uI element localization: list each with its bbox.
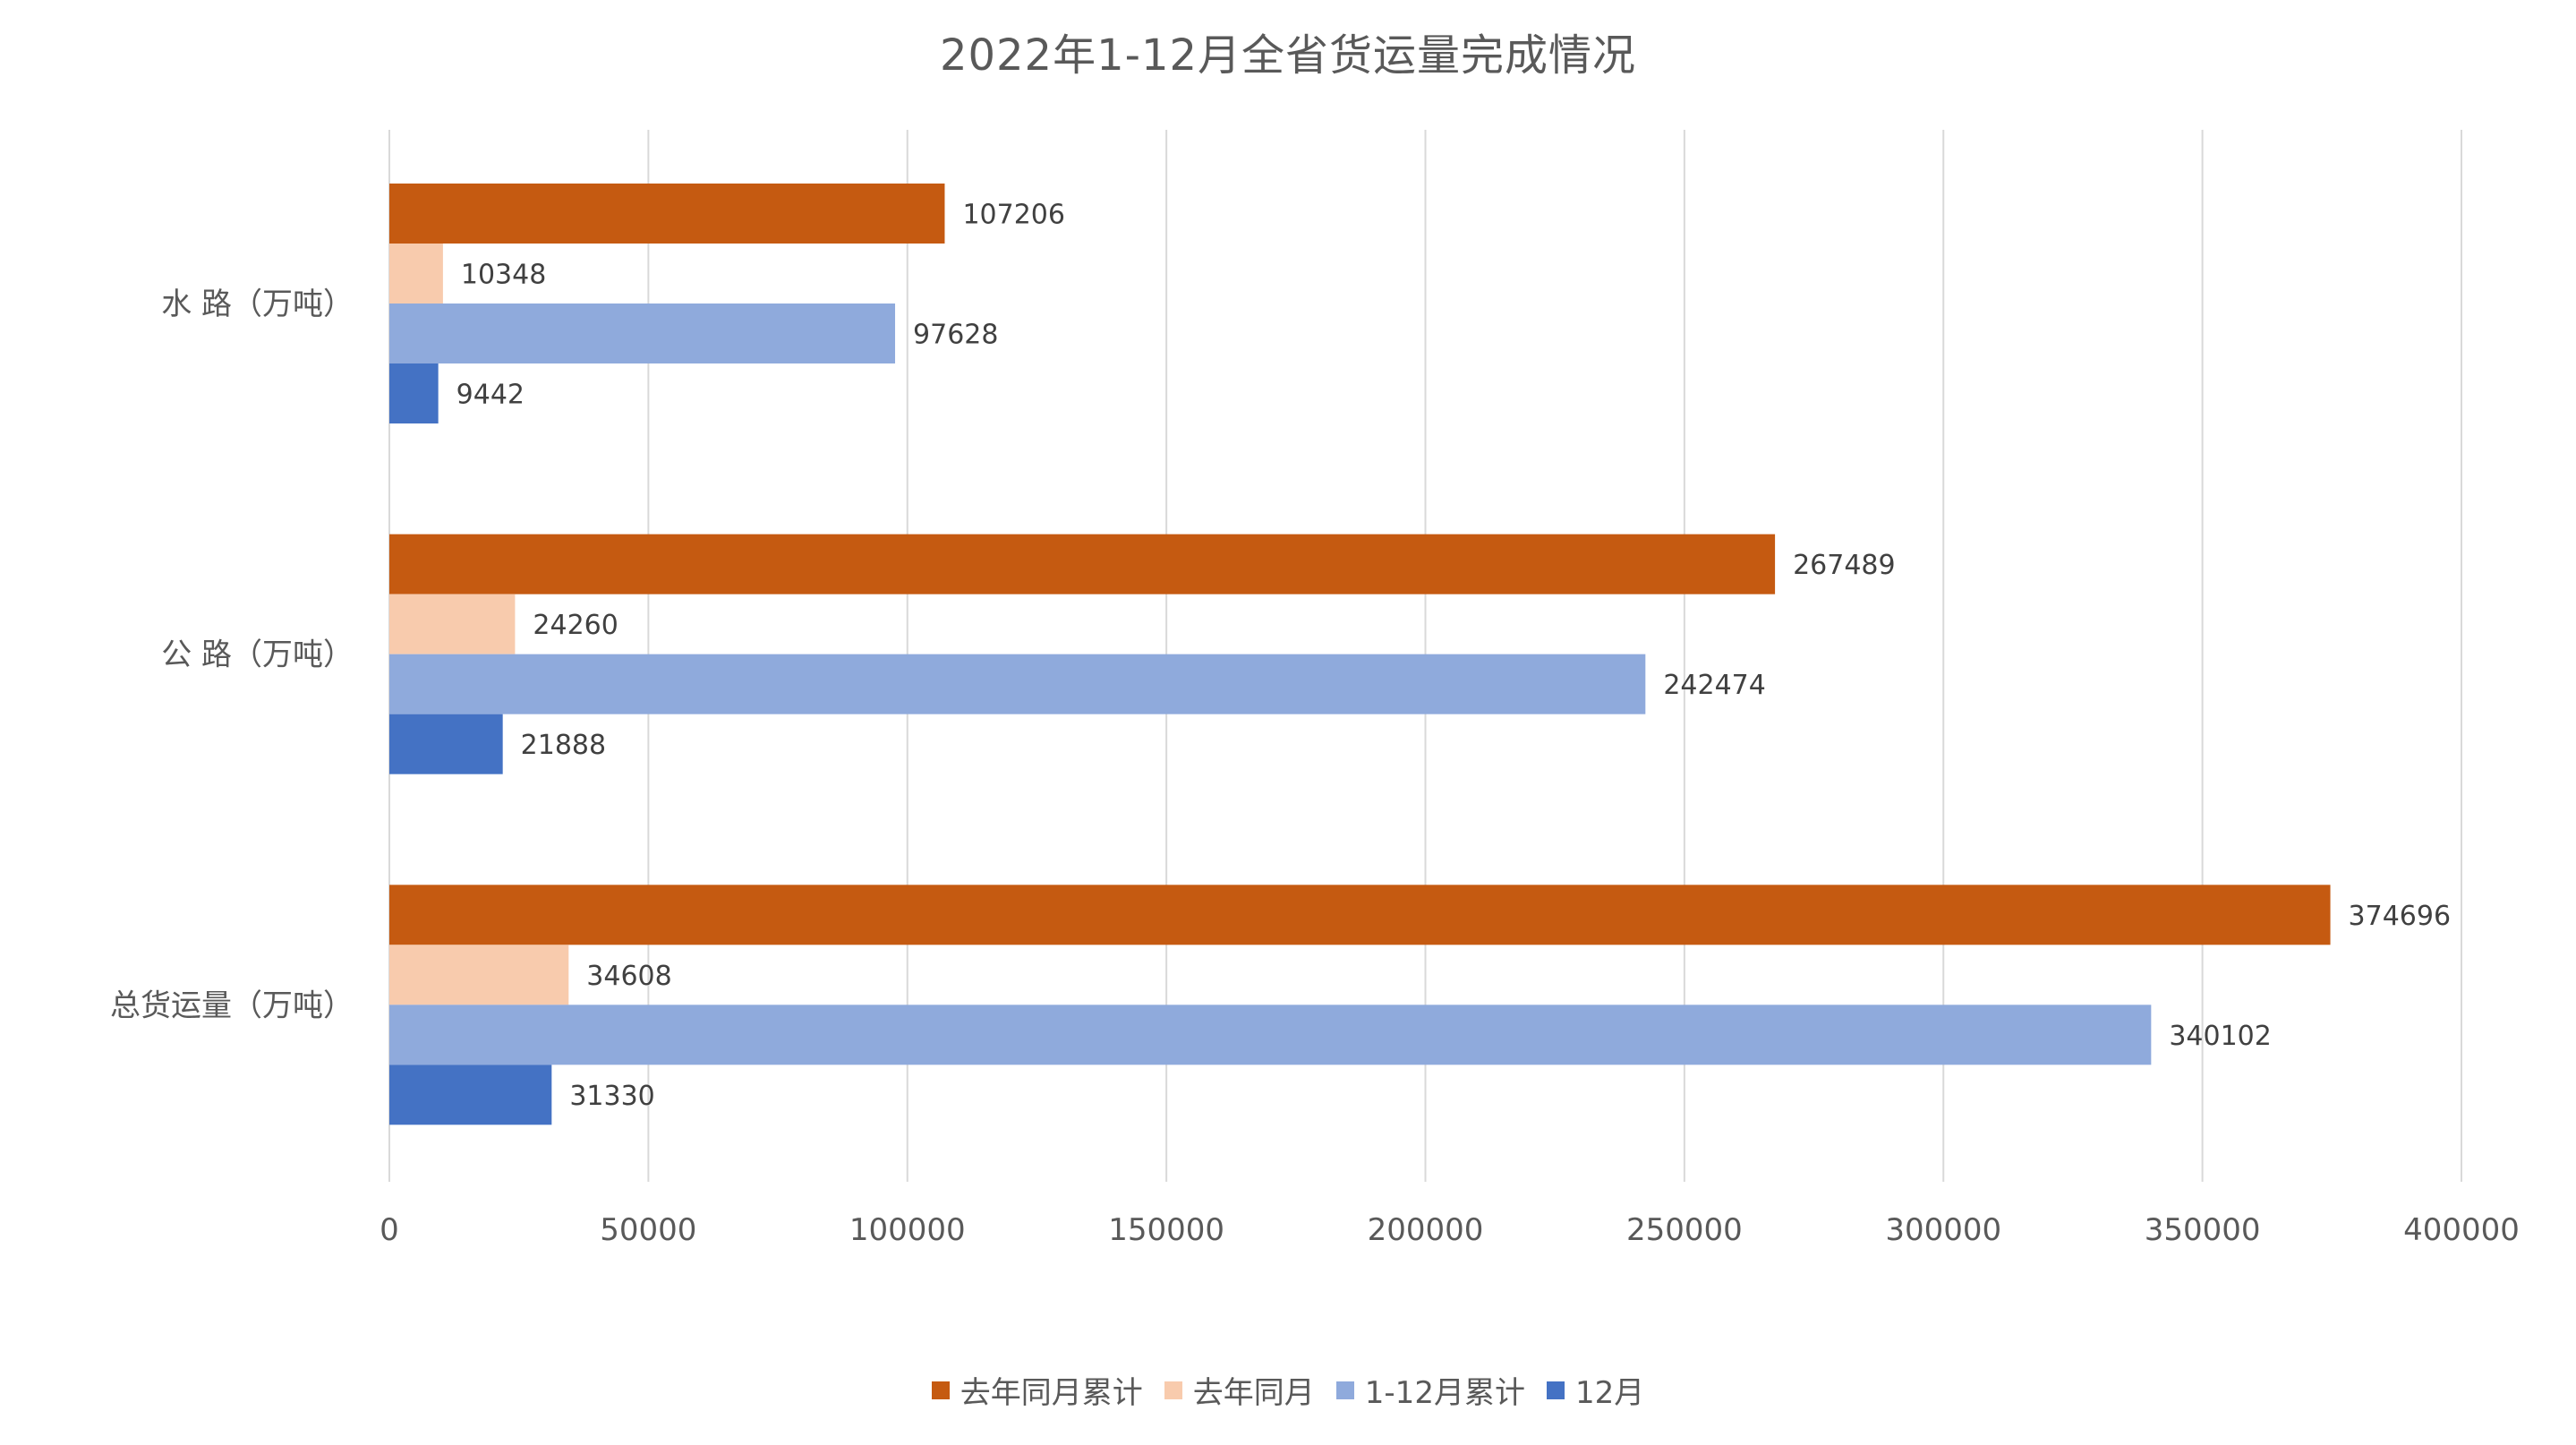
legend-label: 12月 bbox=[1574, 1375, 1645, 1411]
bar bbox=[389, 244, 443, 304]
data-label: 34608 bbox=[586, 961, 671, 992]
bars bbox=[389, 184, 2331, 1125]
x-tick-label: 200000 bbox=[1368, 1212, 1484, 1248]
bar bbox=[389, 1005, 2152, 1065]
data-label: 267489 bbox=[1793, 550, 1896, 581]
legend-label: 去年同月累计 bbox=[960, 1375, 1143, 1411]
data-label: 21888 bbox=[521, 730, 606, 761]
bar bbox=[389, 363, 439, 423]
legend-item: 12月 bbox=[1546, 1368, 1645, 1412]
data-label: 107206 bbox=[962, 200, 1065, 231]
x-tick-label: 300000 bbox=[1885, 1212, 2001, 1248]
legend-swatch bbox=[1335, 1381, 1354, 1399]
legend-item: 去年同月累计 bbox=[931, 1368, 1143, 1412]
x-tick-label: 0 bbox=[380, 1212, 399, 1248]
legend-swatch bbox=[931, 1381, 950, 1399]
x-tick-label: 100000 bbox=[849, 1212, 966, 1248]
data-label: 9442 bbox=[456, 380, 525, 411]
y-axis: 水 路（万吨） 公 路（万吨） 总货运量（万吨） bbox=[110, 286, 354, 1023]
x-tick-label: 50000 bbox=[600, 1212, 696, 1248]
y-category-label: 公 路（万吨） bbox=[161, 637, 354, 673]
bar bbox=[389, 945, 569, 1005]
y-category-label: 总货运量（万吨） bbox=[110, 988, 354, 1023]
data-labels: 107206 10348 97628 9442 267489 24260 242474 218… bbox=[456, 200, 2451, 1112]
y-category-label: 水 路（万吨） bbox=[161, 286, 354, 322]
legend-item: 去年同月 bbox=[1164, 1368, 1315, 1412]
legend-label: 1-12月累计 bbox=[1364, 1375, 1525, 1411]
chart-title: 2022年1-12月全省货运量完成情况 bbox=[939, 30, 1637, 81]
bar bbox=[389, 594, 516, 654]
bar bbox=[389, 304, 896, 363]
bar bbox=[389, 1065, 552, 1125]
legend: 去年同月累计 去年同月 1-12月累计 12月 bbox=[0, 1368, 2576, 1412]
legend-item: 1-12月累计 bbox=[1335, 1368, 1525, 1412]
bar bbox=[389, 534, 1776, 594]
bar bbox=[389, 184, 945, 244]
data-label: 97628 bbox=[913, 320, 998, 351]
data-label: 340102 bbox=[2169, 1021, 2272, 1052]
x-tick-label: 250000 bbox=[1626, 1212, 1743, 1248]
data-label: 374696 bbox=[2349, 901, 2452, 932]
legend-swatch bbox=[1546, 1381, 1565, 1399]
bar bbox=[389, 654, 1646, 714]
x-axis: 0 50000 100000 150000 200000 250000 300000 3500… bbox=[380, 1212, 2520, 1248]
data-label: 24260 bbox=[533, 610, 618, 641]
data-label: 242474 bbox=[1663, 670, 1766, 701]
bar bbox=[389, 714, 503, 774]
legend-label: 去年同月 bbox=[1192, 1375, 1315, 1411]
x-tick-label: 150000 bbox=[1108, 1212, 1224, 1248]
bar bbox=[389, 885, 2331, 945]
data-label: 10348 bbox=[461, 260, 546, 291]
x-tick-label: 350000 bbox=[2145, 1212, 2261, 1248]
data-label: 31330 bbox=[569, 1081, 654, 1112]
legend-swatch bbox=[1164, 1381, 1182, 1399]
x-tick-label: 400000 bbox=[2403, 1212, 2520, 1248]
